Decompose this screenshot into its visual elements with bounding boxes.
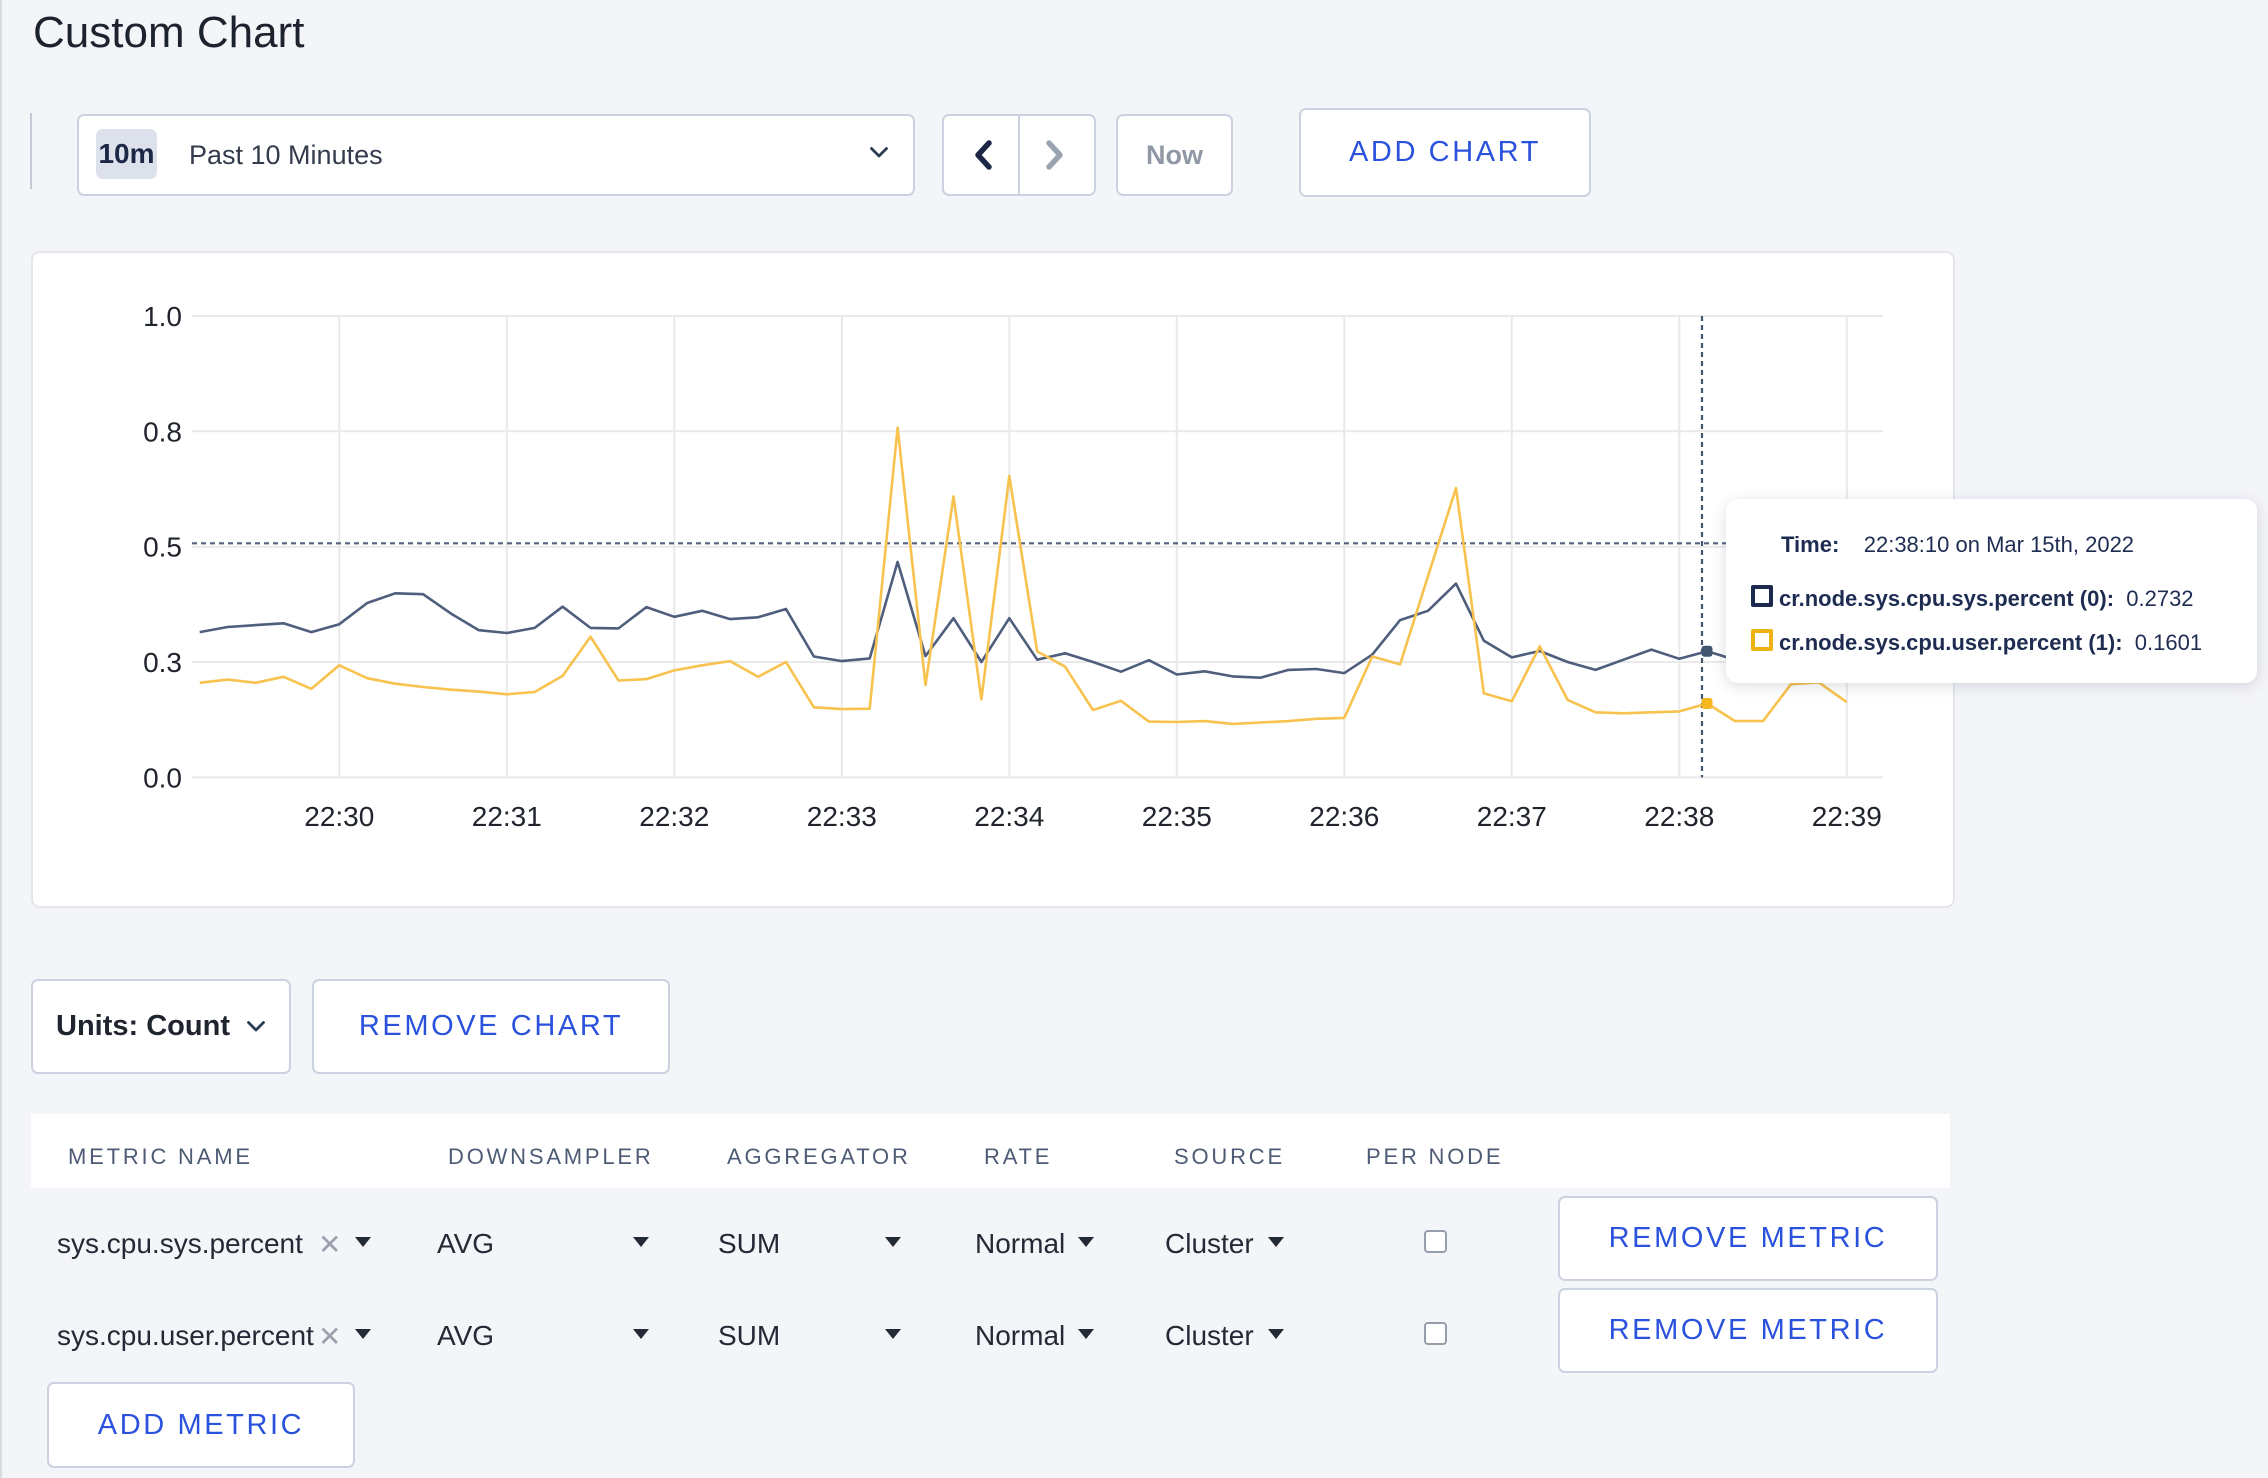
svg-text:0.0: 0.0 (143, 762, 182, 793)
svg-text:22:38: 22:38 (1644, 801, 1714, 832)
svg-text:22:35: 22:35 (1142, 801, 1212, 832)
svg-text:0.8: 0.8 (143, 416, 182, 447)
svg-text:22:37: 22:37 (1477, 801, 1547, 832)
svg-text:0.5: 0.5 (143, 532, 182, 563)
svg-text:22:32: 22:32 (639, 801, 709, 832)
svg-text:22:36: 22:36 (1309, 801, 1379, 832)
svg-text:22:30: 22:30 (304, 801, 374, 832)
svg-text:1.0: 1.0 (143, 301, 182, 332)
svg-text:22:34: 22:34 (974, 801, 1044, 832)
svg-text:22:31: 22:31 (472, 801, 542, 832)
svg-text:22:39: 22:39 (1812, 801, 1882, 832)
svg-text:22:33: 22:33 (807, 801, 877, 832)
svg-text:0.3: 0.3 (143, 647, 182, 678)
